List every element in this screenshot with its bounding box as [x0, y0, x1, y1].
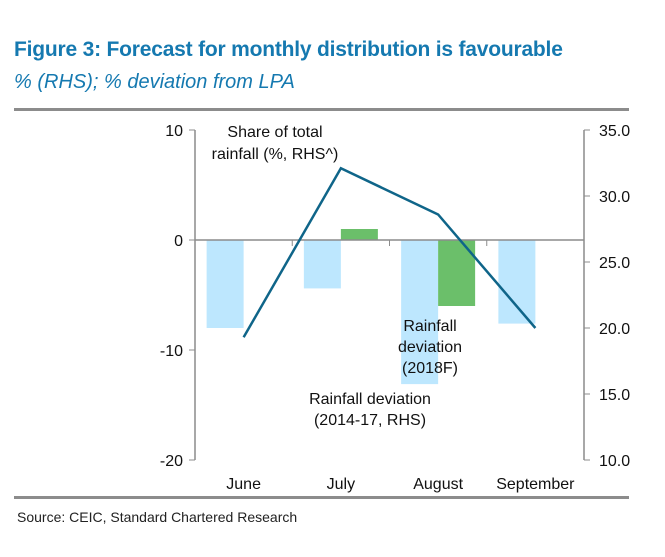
bar-2018f-july: [340, 229, 378, 240]
annotation-line: Rainfall deviation: [309, 391, 431, 408]
axes-layer: 10 0 -10 -20 35.0 30.0 25.0 20.0 15.0 10.0 June Jul…: [160, 123, 630, 493]
annotation-line: deviation: [398, 339, 462, 356]
bar-2014-17-august: [401, 240, 439, 385]
right-tick-label: 10.0: [599, 453, 630, 470]
annotation-line: (2014-17, RHS): [314, 412, 426, 429]
annotation-line: (2018F): [402, 360, 458, 377]
top-divider: [14, 108, 629, 111]
category-label-august: August: [413, 476, 463, 493]
right-tick-label: 20.0: [599, 321, 630, 338]
left-tick-label: -20: [160, 453, 183, 470]
annotation-line: Rainfall: [403, 318, 456, 335]
left-tick-label: 10: [165, 123, 183, 140]
bar-2014-17-september: [498, 240, 536, 324]
category-label-september: September: [496, 476, 575, 493]
annotation-line: rainfall (%, RHS^): [212, 146, 339, 163]
annotation-share: Share of total rainfall (%, RHS^): [212, 124, 339, 163]
left-tick-label: 0: [174, 233, 183, 250]
bar-2014-17-june: [206, 240, 244, 328]
bars-layer: [206, 229, 536, 385]
category-label-july: July: [327, 476, 355, 493]
right-tick-label: 25.0: [599, 255, 630, 272]
line-share-of-total-rainfall: [242, 166, 537, 338]
chart-title: Figure 3: Forecast for monthly distribut…: [14, 38, 563, 61]
chart-subtitle: % (RHS); % deviation from LPA: [14, 71, 295, 93]
line-layer: [242, 166, 537, 338]
category-label-june: June: [226, 476, 261, 493]
bottom-divider: [14, 496, 629, 499]
bar-2014-17-july: [303, 240, 341, 289]
right-tick-label: 30.0: [599, 189, 630, 206]
annotation-line: Share of total: [227, 124, 322, 141]
left-tick-label: -10: [160, 343, 183, 360]
source-note: Source: CEIC, Standard Chartered Researc…: [17, 509, 298, 525]
right-tick-label: 35.0: [599, 123, 630, 140]
right-tick-label: 15.0: [599, 387, 630, 404]
annotation-2014-17: Rainfall deviation (2014-17, RHS): [309, 391, 431, 429]
annotation-2018f: Rainfall deviation (2018F): [398, 318, 462, 377]
labels-layer: Share of total rainfall (%, RHS^) Rainfall…: [212, 124, 462, 429]
